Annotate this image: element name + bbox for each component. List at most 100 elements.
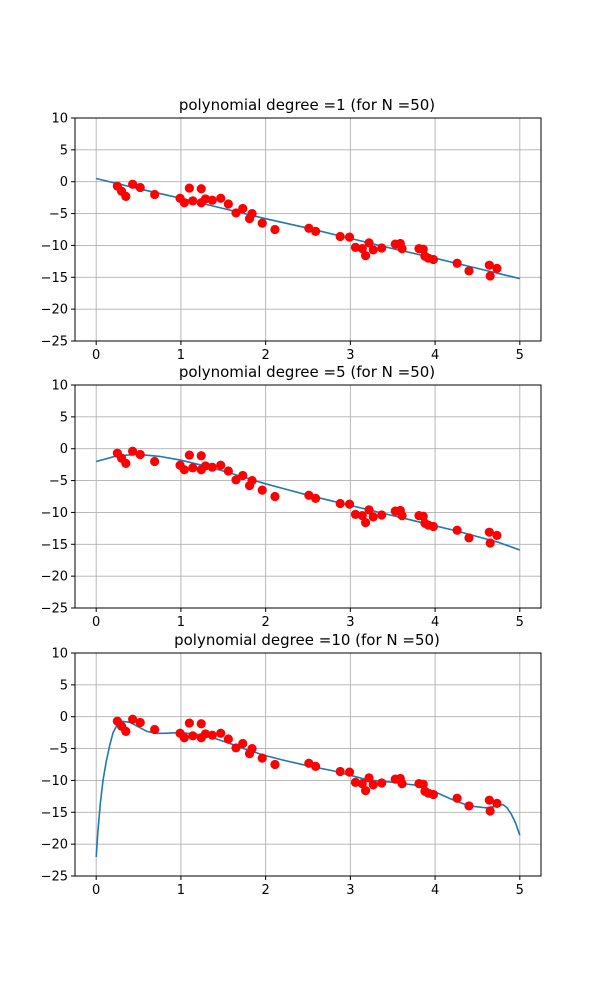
data-point <box>238 203 248 214</box>
data-point <box>179 465 189 475</box>
data-point <box>357 511 367 521</box>
data-point <box>196 184 206 194</box>
subplot-title: polynomial degree =5 (for N =50) <box>179 363 435 381</box>
data-point <box>428 521 438 532</box>
x-tick-label: 3 <box>346 615 354 630</box>
data-point <box>344 499 355 509</box>
y-tick-label: −20 <box>41 838 68 853</box>
x-tick-label: 4 <box>431 348 439 363</box>
y-tick-label: −5 <box>49 742 68 757</box>
data-point <box>270 224 280 235</box>
data-point <box>485 806 495 816</box>
data-point <box>361 251 371 261</box>
data-point <box>484 795 494 805</box>
x-tick-label: 1 <box>177 883 185 898</box>
data-point <box>452 525 462 535</box>
data-point <box>216 193 226 203</box>
x-tick-label: 5 <box>516 883 524 898</box>
data-point <box>377 243 387 253</box>
data-point <box>223 734 233 744</box>
data-point <box>484 527 494 537</box>
data-point <box>247 743 257 754</box>
data-point <box>188 463 198 473</box>
y-tick-label: −10 <box>41 774 68 789</box>
data-point <box>484 260 494 270</box>
data-point <box>231 475 241 485</box>
data-point <box>335 498 345 509</box>
data-point <box>485 271 495 281</box>
data-point <box>364 238 374 248</box>
data-point <box>196 451 206 461</box>
x-tick-label: 3 <box>346 348 354 363</box>
data-point <box>135 182 145 193</box>
y-tick-label: 10 <box>51 112 68 127</box>
subplot-degree-10: polynomial degree =10 (for N =50) 0 1 2 3 4 5… <box>41 631 542 898</box>
data-point <box>368 512 378 522</box>
data-point <box>464 266 474 276</box>
data-point <box>207 195 217 205</box>
fit-curve-line <box>95 720 521 857</box>
data-point <box>247 475 257 486</box>
data-point <box>128 714 138 724</box>
data-point <box>257 218 267 228</box>
x-tick-label: 2 <box>261 615 269 630</box>
x-tick-label: 5 <box>516 348 524 363</box>
data-point <box>452 258 462 268</box>
data-point <box>492 798 502 808</box>
data-point <box>492 263 502 273</box>
x-tick-label: 4 <box>431 615 439 630</box>
data-point <box>207 462 217 472</box>
data-point <box>257 485 267 495</box>
data-point <box>311 761 321 772</box>
data-point <box>377 778 387 788</box>
x-tick-label: 1 <box>177 615 185 630</box>
y-tick-label: −15 <box>41 806 68 821</box>
data-point <box>311 226 321 237</box>
y-tick-label: 5 <box>60 143 68 158</box>
data-point <box>135 449 145 460</box>
data-point <box>418 779 428 789</box>
y-tick-label: −10 <box>41 506 68 521</box>
x-tick-label: 0 <box>92 348 100 363</box>
data-point <box>368 245 378 255</box>
data-point <box>361 518 371 528</box>
data-point <box>311 493 321 504</box>
data-point <box>179 198 189 208</box>
y-tick-label: −20 <box>41 303 68 318</box>
data-point <box>364 773 374 783</box>
data-point <box>397 244 407 254</box>
y-tick-label: 0 <box>60 175 68 190</box>
y-tick-label: 5 <box>60 410 68 425</box>
data-point <box>357 244 367 254</box>
plot-frame <box>74 652 542 877</box>
data-point <box>121 726 131 736</box>
data-point <box>150 724 160 735</box>
y-tick-label: 5 <box>60 678 68 693</box>
y-tick-label: 0 <box>60 710 68 725</box>
x-tick-label: 2 <box>261 883 269 898</box>
data-point <box>357 779 367 789</box>
y-tick-label: −10 <box>41 239 68 254</box>
data-point <box>257 753 267 763</box>
data-point <box>335 231 345 242</box>
data-point <box>179 733 189 743</box>
data-point <box>184 450 194 460</box>
y-tick-label: 10 <box>51 647 68 662</box>
y-tick-label: −5 <box>49 474 68 489</box>
x-tick-label: 0 <box>92 615 100 630</box>
subplot-degree-5: polynomial degree =5 (for N =50) 0 1 2 3 4 5 −… <box>41 363 542 630</box>
data-point <box>464 801 474 811</box>
y-tick-label: −15 <box>41 538 68 553</box>
data-point <box>128 179 138 189</box>
data-point <box>128 446 138 456</box>
data-point <box>418 244 428 254</box>
y-tick-label: −25 <box>41 335 68 350</box>
data-point <box>344 767 355 777</box>
x-tick-label: 3 <box>346 883 354 898</box>
x-tick-label: 0 <box>92 883 100 898</box>
data-point <box>368 780 378 790</box>
x-tick-label: 2 <box>261 348 269 363</box>
data-point <box>216 460 226 470</box>
data-point <box>270 759 280 770</box>
